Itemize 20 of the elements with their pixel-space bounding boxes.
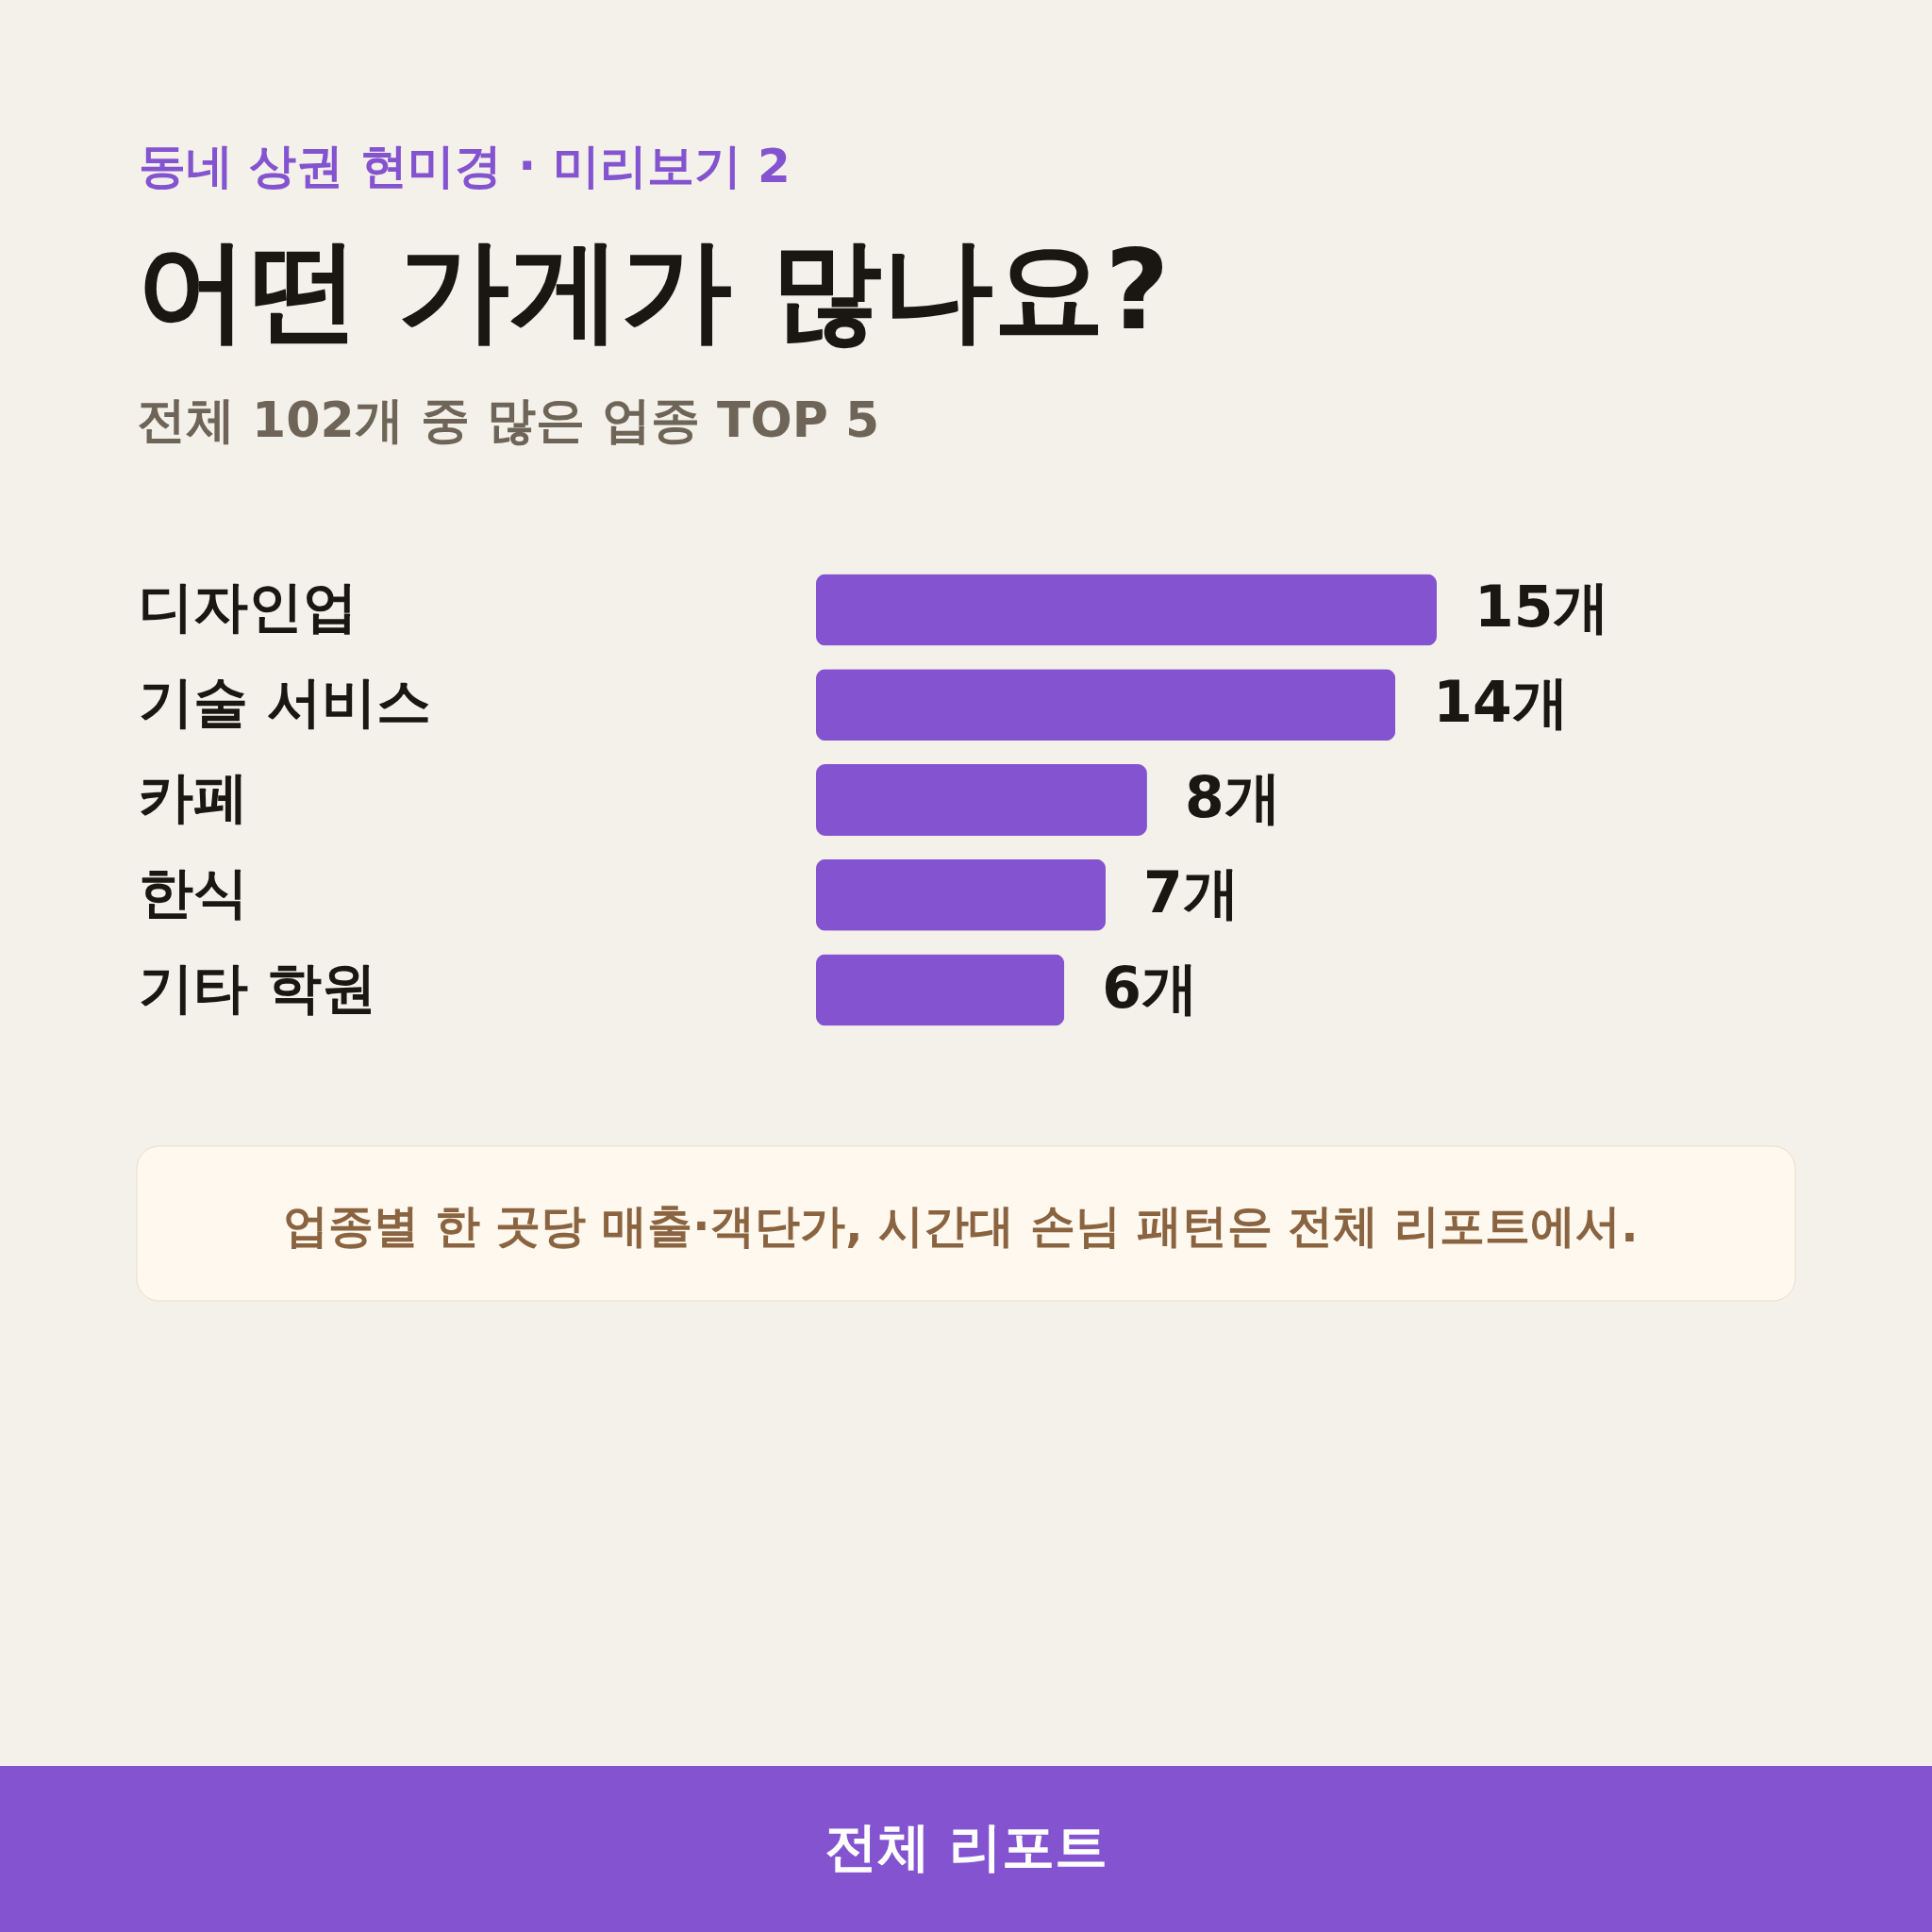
data-label: 15개 xyxy=(1474,574,1610,641)
chart-title: 어떤 가게가 많나요? xyxy=(137,225,1170,355)
chart-subtitle: 전체 102개 중 많은 업종 TOP 5 xyxy=(137,391,880,448)
bar xyxy=(816,954,1065,1026)
y-tick-label: 기술 서비스 xyxy=(139,670,432,735)
data-label: 14개 xyxy=(1433,669,1569,736)
data-label: 7개 xyxy=(1143,858,1240,925)
data-label: 8개 xyxy=(1184,764,1281,830)
text: 업종별 한 곳당 매출·객단가, 시간대 손님 패턴은 전체 리포트에서. xyxy=(283,1199,1639,1252)
data-label: 6개 xyxy=(1102,954,1198,1021)
y-tick-label: 기타 학원 xyxy=(139,955,377,1020)
bar xyxy=(816,858,1107,931)
y-tick-label: 디자인업 xyxy=(139,575,358,640)
y-tick-label: 한식 xyxy=(139,859,248,924)
y-tick-label: 카페 xyxy=(139,765,248,829)
bar xyxy=(816,669,1396,741)
bar xyxy=(816,764,1147,836)
text: 전체 리포트 xyxy=(824,1816,1108,1877)
bar xyxy=(816,574,1437,646)
text: 동네 상권 현미경 · 미리보기 2 xyxy=(139,139,791,193)
